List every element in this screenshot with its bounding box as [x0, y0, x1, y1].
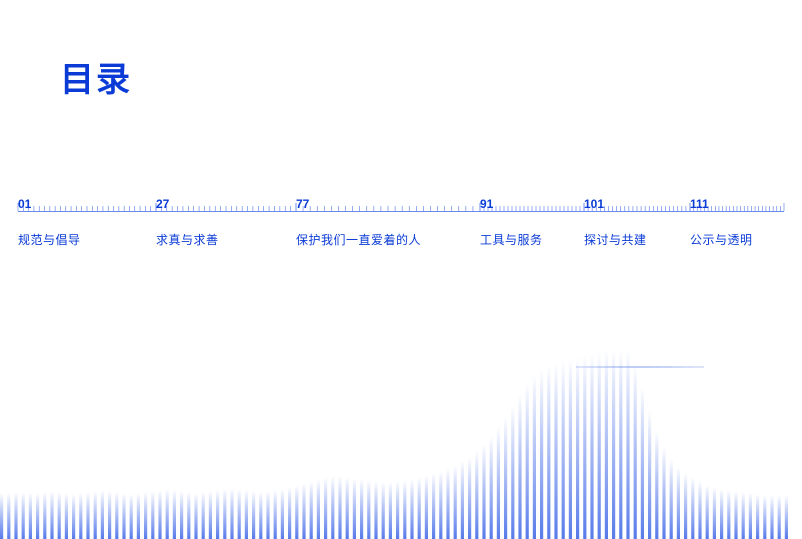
toc-entry-4[interactable]: 101 探讨与共建	[584, 198, 647, 249]
toc-ruler: 01 规范与倡导 27 求真与求善 77 保护我们一直爱着的人 91 工具与服务 101 探讨与共…	[0, 198, 802, 278]
toc-tick-spacer	[18, 213, 81, 221]
toc-tick-spacer	[480, 213, 543, 221]
toc-section-label: 求真与求善	[156, 233, 219, 247]
toc-page-number: 27	[156, 198, 219, 210]
toc-section-label: 探讨与共建	[584, 233, 647, 247]
toc-section-label: 保护我们一直爱着的人	[296, 233, 421, 247]
toc-section-label: 规范与倡导	[18, 233, 81, 247]
toc-tick-spacer	[296, 213, 421, 221]
toc-page-number: 111	[690, 198, 753, 210]
toc-tick-spacer	[156, 213, 219, 221]
toc-entry-2[interactable]: 77 保护我们一直爱着的人	[296, 198, 421, 249]
toc-entry-3[interactable]: 91 工具与服务	[480, 198, 543, 249]
toc-entry-0[interactable]: 01 规范与倡导	[18, 198, 81, 249]
toc-page-number: 101	[584, 198, 647, 210]
toc-section-label: 工具与服务	[480, 233, 543, 247]
toc-page-number: 91	[480, 198, 543, 210]
toc-page-number: 77	[296, 198, 421, 210]
toc-page-number: 01	[18, 198, 81, 210]
page-title: 目录	[60, 52, 132, 101]
toc-entry-5[interactable]: 111 公示与透明	[690, 198, 753, 249]
page: 目录 01 规范与倡导 27 求真与求善 77 保护我们一直爱着的人 91 工具与服务 101 探…	[0, 0, 802, 539]
decorative-skyline	[0, 329, 802, 539]
toc-tick-spacer	[690, 213, 753, 221]
toc-entry-1[interactable]: 27 求真与求善	[156, 198, 219, 249]
toc-section-label: 公示与透明	[690, 233, 753, 247]
toc-tick-spacer	[584, 213, 647, 221]
